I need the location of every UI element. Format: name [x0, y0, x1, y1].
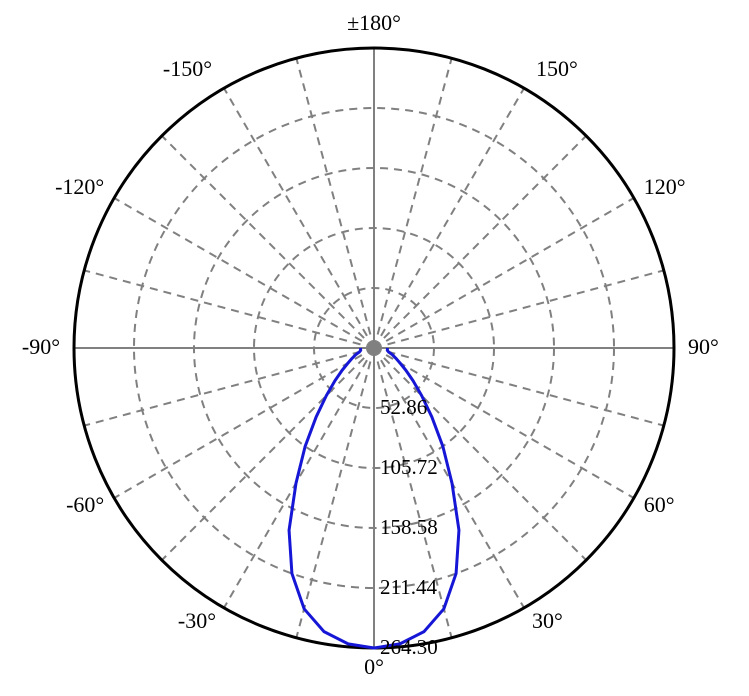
angle-label: 60° — [644, 492, 675, 517]
angle-label: ±180° — [347, 10, 401, 35]
radial-label: 105.72 — [380, 455, 438, 479]
radial-label: 52.86 — [380, 395, 427, 419]
radial-label: 264.30 — [380, 635, 438, 659]
radial-label: 211.44 — [380, 575, 437, 599]
angle-label: -90° — [22, 334, 60, 359]
angle-label: 30° — [532, 608, 563, 633]
angle-label: -60° — [66, 492, 104, 517]
angle-label: 150° — [536, 56, 578, 81]
angle-label: 90° — [688, 334, 719, 359]
angle-label: -120° — [55, 174, 104, 199]
angle-label: 0° — [364, 654, 384, 679]
angle-label: -150° — [163, 56, 212, 81]
radial-label: 158.58 — [380, 515, 438, 539]
angle-label: -30° — [178, 608, 216, 633]
polar-chart: 52.86 105.72 158.58 211.44 264.30 ±180° -150° -… — [0, 0, 749, 696]
angle-label: 120° — [644, 174, 686, 199]
